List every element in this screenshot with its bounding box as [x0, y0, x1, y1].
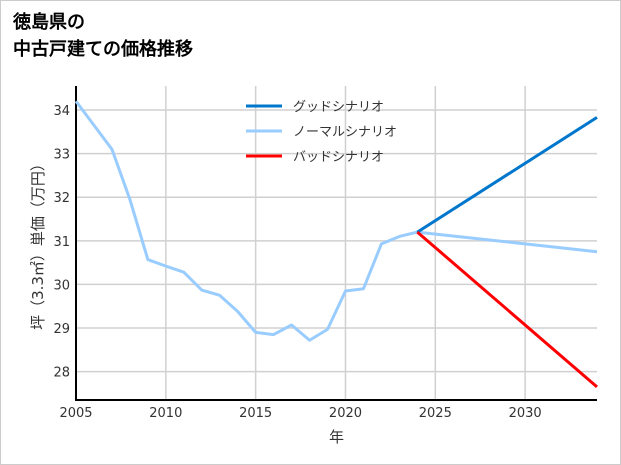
y-tick-label: 31 [53, 235, 70, 250]
y-tick-label: 34 [53, 104, 70, 119]
x-tick-label: 2015 [239, 406, 272, 421]
series-line-1 [74, 100, 598, 342]
x-tick-label: 2020 [329, 406, 362, 421]
legend-label: ノーマルシナリオ [293, 125, 397, 140]
x-tick-label: 2010 [149, 406, 182, 421]
title-line-1: 徳島県の [13, 12, 85, 33]
y-tick-label: 33 [53, 148, 70, 163]
legend-label: バッドシナリオ [293, 150, 384, 165]
series-line-0 [416, 116, 598, 234]
chart-title: 徳島県の 中古戸建ての価格推移 [13, 9, 193, 63]
x-tick-label: 2025 [419, 406, 452, 421]
y-axis-label: 坪（3.3㎡）単価（万円） [29, 156, 47, 330]
x-tick-label: 2030 [509, 406, 542, 421]
x-axis-label: 年 [329, 428, 344, 446]
series-line-2 [416, 230, 598, 389]
title-line-2: 中古戸建ての価格推移 [13, 39, 193, 60]
y-tick-label: 32 [53, 191, 70, 206]
y-tick-label: 30 [53, 278, 70, 293]
y-tick-label: 28 [53, 366, 70, 381]
x-tick-label: 2005 [59, 406, 92, 421]
legend-label: グッドシナリオ [293, 100, 384, 115]
y-tick-label: 29 [53, 322, 70, 337]
